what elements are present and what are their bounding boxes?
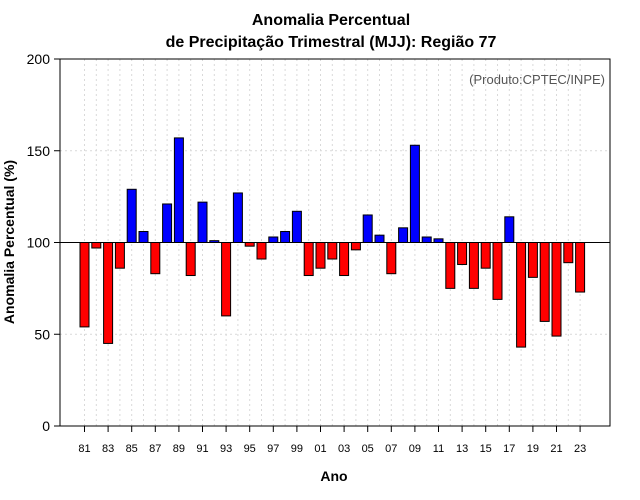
bar-16 (492, 242, 503, 300)
x-tick-label: 89 (173, 443, 185, 455)
y-tick-label: 100 (27, 235, 51, 251)
x-tick-label: 21 (550, 443, 562, 455)
x-tick-label: 01 (314, 443, 326, 455)
x-tick-label: 19 (527, 443, 539, 455)
bar-90 (185, 242, 196, 277)
bar-96 (256, 242, 267, 260)
x-tick-label: 23 (574, 443, 586, 455)
bar-86 (138, 230, 149, 244)
bar-01 (315, 242, 326, 269)
x-tick-label: 85 (126, 443, 138, 455)
chart-title-line-1: Anomalia Percentual (252, 12, 410, 29)
bar-91 (197, 201, 208, 244)
bar-18 (516, 242, 527, 348)
bar-05 (362, 214, 373, 244)
bar-03 (339, 242, 350, 277)
x-tick-label: 99 (291, 443, 303, 455)
bar-88 (162, 203, 173, 243)
y-tick-label: 50 (34, 326, 50, 342)
bar-22 (563, 242, 574, 264)
bar-14 (468, 242, 479, 289)
x-tick-label: 91 (196, 443, 208, 455)
bar-83 (103, 242, 114, 344)
bar-08 (398, 227, 409, 244)
bar-06 (374, 234, 385, 244)
bar-02 (327, 242, 338, 260)
y-axis-label: Anomalia Percentual (%) (1, 160, 17, 324)
x-tick-label: 03 (338, 443, 350, 455)
bar-98 (280, 230, 291, 244)
bar-20 (539, 242, 550, 322)
bar-95 (244, 242, 255, 247)
x-tick-label: 97 (267, 443, 279, 455)
y-tick-label: 200 (27, 51, 51, 67)
bar-93 (221, 242, 232, 317)
bar-23 (575, 242, 586, 293)
bar-87 (150, 242, 161, 275)
y-axis-ticks: 0 50 100 150 200 (27, 51, 60, 434)
bar-12 (445, 242, 456, 289)
bar-17 (504, 216, 515, 243)
bar-89 (173, 137, 184, 243)
bar-15 (480, 242, 491, 269)
x-tick-label: 11 (433, 443, 444, 455)
bar-81 (79, 242, 90, 328)
x-tick-label: 05 (362, 443, 374, 455)
x-tick-label: 93 (220, 443, 232, 455)
bar-07 (386, 242, 397, 275)
bars (79, 137, 586, 348)
bar-00 (303, 242, 314, 277)
bar-21 (551, 242, 562, 337)
bar-10 (421, 236, 432, 243)
bar-99 (291, 210, 302, 243)
bar-94 (232, 192, 243, 243)
x-tick-label: 07 (385, 443, 397, 455)
y-tick-label: 150 (27, 143, 51, 159)
x-tick-label: 81 (78, 443, 90, 455)
bar-13 (457, 242, 468, 266)
bar-82 (91, 242, 102, 249)
x-tick-label: 09 (409, 443, 421, 455)
bar-04 (350, 242, 361, 251)
chart-title-line-2: de Precipitação Trimestral (MJJ): Região… (166, 34, 497, 51)
bar-19 (527, 242, 538, 278)
x-tick-label: 87 (149, 443, 161, 455)
bar-85 (126, 188, 137, 244)
bar-84 (114, 242, 125, 269)
x-tick-label: 13 (456, 443, 468, 455)
x-axis-label: Ano (320, 468, 347, 484)
y-tick-label: 0 (42, 418, 50, 434)
bar-97 (268, 236, 279, 243)
bar-11 (433, 238, 444, 244)
x-tick-label: 83 (102, 443, 114, 455)
credit-text: (Produto:CPTEC/INPE) (469, 72, 605, 87)
x-tick-label: 17 (503, 443, 515, 455)
x-axis-ticks: 81 83 85 87 89 91 93 95 97 99 01 03 05 07 09 11 13 15 17 19… (78, 426, 586, 455)
x-tick-label: 95 (244, 443, 256, 455)
x-tick-label: 15 (480, 443, 492, 455)
bar-09 (409, 144, 420, 243)
